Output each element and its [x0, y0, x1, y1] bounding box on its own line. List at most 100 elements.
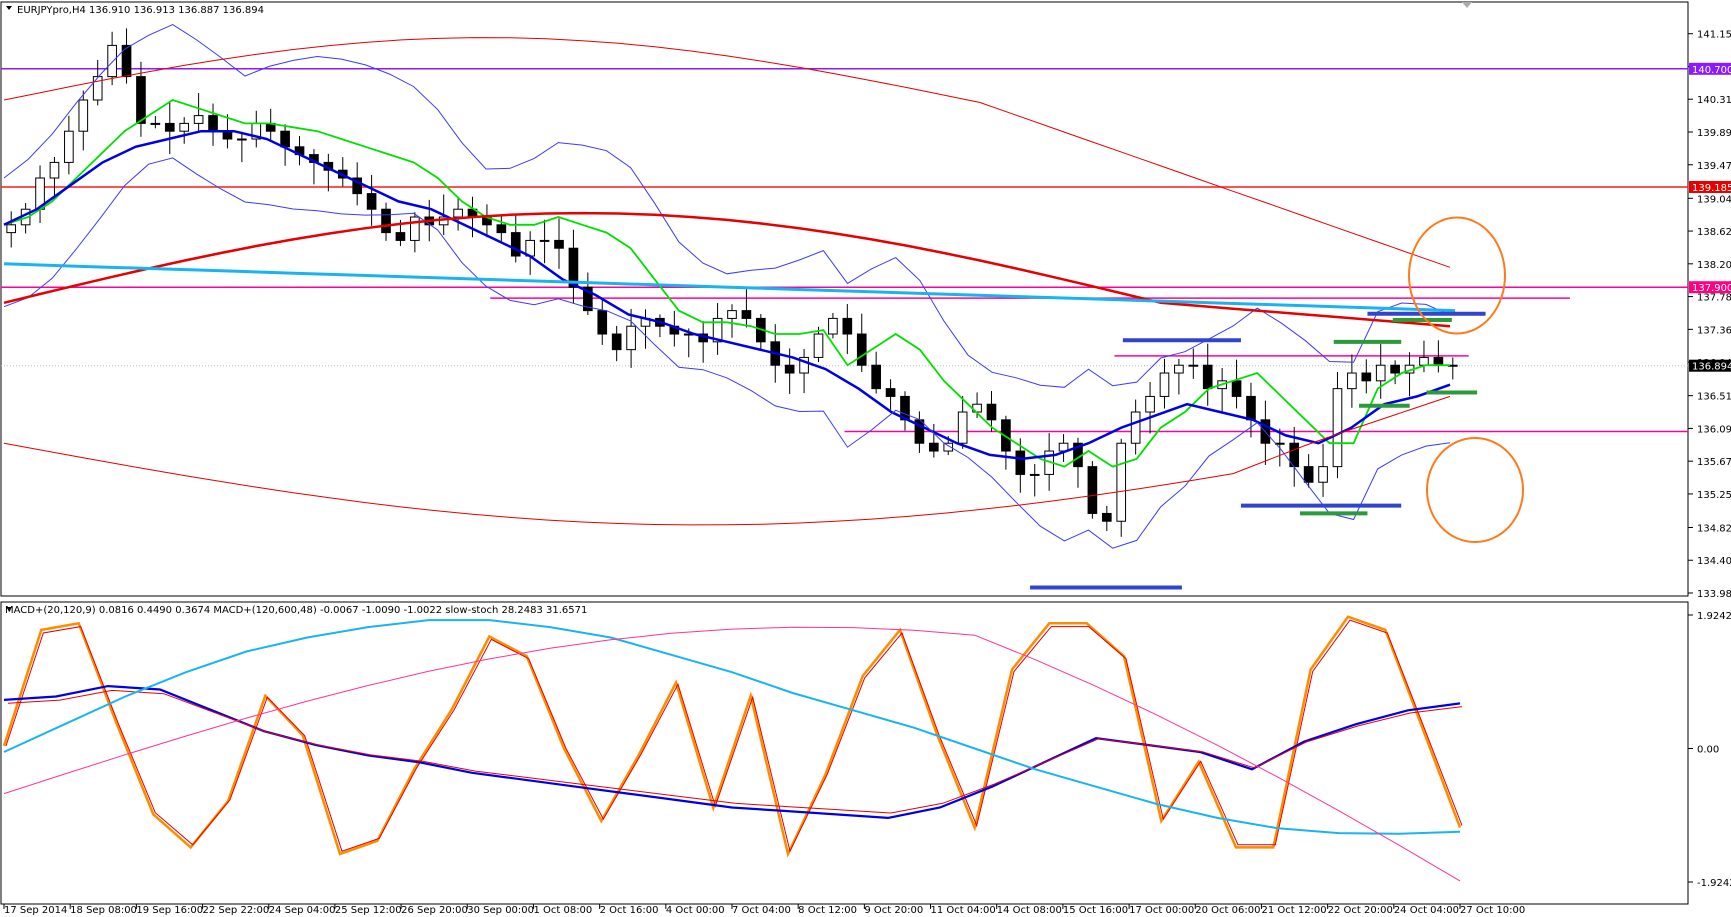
y-tick-label: 139.470: [1697, 161, 1731, 172]
price-series-layer: [1, 24, 1688, 590]
price-tag-label: 139.185: [1692, 183, 1731, 194]
candle-body: [943, 442, 954, 452]
y-tick-label: 137.360: [1697, 325, 1731, 336]
candle-body: [871, 364, 881, 390]
candle-body: [885, 388, 896, 397]
y-tick-label: 133.980: [1697, 589, 1731, 600]
candle-body: [626, 325, 636, 351]
candle-body: [6, 224, 17, 234]
candle-body: [193, 115, 204, 124]
candle-body: [1015, 450, 1026, 475]
x-tick-label: 17 Oct 00:00: [1129, 905, 1194, 916]
price-pane[interactable]: [0, 1, 1689, 597]
candle-body: [49, 161, 60, 179]
candle-body: [1029, 473, 1040, 476]
highlight-circle: [1426, 437, 1524, 544]
candle-body: [150, 122, 161, 125]
price-tag: [1689, 180, 1731, 193]
candle-body: [136, 76, 146, 124]
candle-body: [179, 122, 190, 132]
candle-body: [381, 208, 391, 234]
stoch-signal-line: [5, 619, 1463, 853]
macd-slow-signal-line: [3, 626, 1461, 882]
candle-body: [237, 138, 247, 141]
candle-body: [410, 216, 420, 241]
candle-body: [453, 208, 463, 218]
x-tick-label: 20 Oct 06:00: [1195, 905, 1260, 916]
candle-body: [1202, 364, 1213, 390]
x-tick-label: 22 Oct 20:00: [1328, 905, 1393, 916]
candle-body: [784, 364, 795, 374]
candle-body: [1130, 411, 1141, 444]
chart-shift-icon[interactable]: [1462, 2, 1472, 8]
candle-body: [554, 239, 564, 249]
candle-body: [280, 130, 290, 148]
x-tick-label: 18 Sep 08:00: [70, 905, 137, 916]
candle-body: [856, 333, 867, 366]
x-tick-label: 1 Oct 08:00: [533, 905, 592, 916]
price-tag-label: 136.894: [1692, 362, 1731, 373]
macd-slow-line: [3, 619, 1461, 835]
candle-body: [583, 286, 593, 312]
candle-body: [1433, 356, 1444, 366]
x-tick-label: 8 Oct 12:00: [798, 905, 857, 916]
x-tick-label: 2 Oct 16:00: [600, 905, 659, 916]
y-tick-label: 139.040: [1697, 194, 1731, 205]
candle-body: [1318, 466, 1328, 483]
x-tick-label: 14 Oct 08:00: [997, 905, 1062, 916]
candle-body: [1001, 419, 1011, 452]
macd-pane[interactable]: [0, 601, 1689, 905]
candle-body: [741, 310, 752, 319]
candle-body: [208, 115, 218, 132]
x-tick-label: 11 Oct 04:00: [931, 905, 996, 916]
x-tick-label: 24 Oct 04:00: [1394, 905, 1459, 916]
candle-body: [1375, 364, 1386, 382]
x-tick-label: 15 Oct 16:00: [1063, 905, 1128, 916]
x-tick-label: 27 Oct 10:00: [1460, 905, 1525, 916]
x-tick-label: 4 Oct 00:00: [666, 905, 725, 916]
candle-body: [727, 310, 737, 319]
macd-fast-signal-line: [7, 689, 1463, 814]
candle-body: [986, 403, 997, 421]
macd-y-tick-label: -1.9242: [1697, 878, 1731, 889]
indicator-dropdown-icon[interactable]: [6, 607, 12, 611]
candle-body: [1101, 512, 1112, 522]
envelope-lower-line: [3, 395, 1451, 526]
candle-body: [92, 76, 103, 101]
candle-body: [539, 239, 550, 242]
candle-body: [842, 317, 853, 335]
candle-body: [1231, 380, 1242, 397]
price-tag-label: 137.900: [1692, 283, 1731, 294]
candle-body: [1116, 442, 1127, 522]
candle-body: [107, 44, 117, 78]
candle-body: [957, 411, 968, 444]
y-tick-label: 138.200: [1697, 260, 1731, 271]
x-tick-label: 30 Sep 00:00: [467, 905, 534, 916]
candle-body: [712, 317, 723, 343]
indicator-pane-info: MACD+(20,120,9) 0.0816 0.4490 0.3674 MAC…: [5, 605, 587, 616]
y-tick-label: 134.820: [1697, 523, 1731, 534]
price-tag: [1689, 281, 1731, 294]
price-tag: [1689, 62, 1731, 75]
macd-series-layer: [2, 615, 1463, 882]
x-tick-label: 21 Oct 12:00: [1261, 905, 1326, 916]
candle-body: [1361, 372, 1372, 382]
y-tick-label: 136.090: [1697, 424, 1731, 435]
y-tick-label: 135.670: [1697, 457, 1731, 468]
candle-body: [1347, 372, 1357, 390]
x-tick-label: 7 Oct 04:00: [732, 905, 791, 916]
bollinger-lower-line: [3, 157, 1451, 549]
macd-y-tick-label: 1.9242: [1697, 611, 1731, 622]
dropdown-arrow-icon[interactable]: [6, 6, 12, 10]
candle-body: [352, 177, 363, 195]
candle-body: [1246, 395, 1256, 421]
y-tick-label: 140.310: [1697, 95, 1731, 106]
long-ma-red-line: [3, 211, 1451, 328]
candle-body: [1188, 364, 1199, 367]
x-tick-label: 19 Sep 16:00: [136, 905, 203, 916]
x-tick-label: 17 Sep 2014: [4, 905, 67, 916]
candle-body: [1145, 395, 1155, 413]
y-tick-label: 135.250: [1697, 490, 1731, 501]
price-tag: [1689, 359, 1731, 372]
